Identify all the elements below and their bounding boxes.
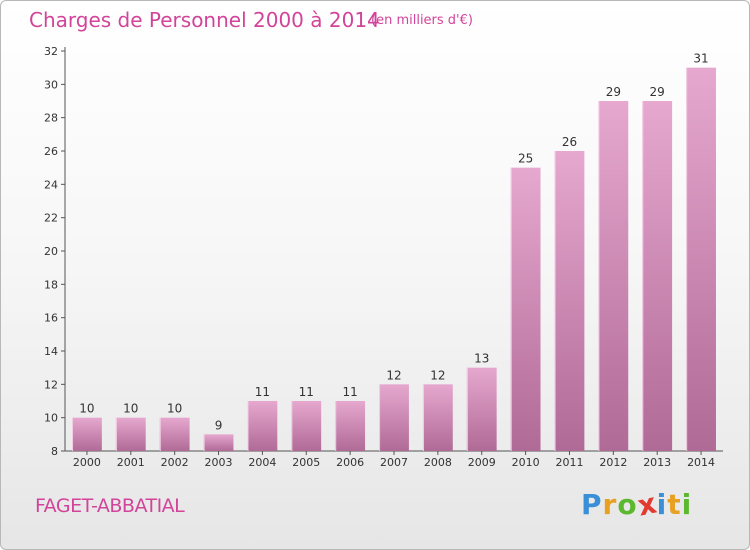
- logo-letter: P: [581, 488, 603, 521]
- y-axis: 8 10 12 14 16 18 20 22 24 26 28 30 32: [44, 45, 66, 458]
- logo-letter: o: [617, 488, 638, 521]
- x-axis: 2000 2001 2002 2003 2004 2005 2006 2007 2008 2009…: [65, 450, 723, 469]
- y-tick-label: 14: [44, 345, 58, 358]
- data-label: 11: [255, 385, 270, 399]
- bar: [72, 417, 102, 451]
- data-label: 9: [215, 418, 223, 432]
- data-label: 11: [299, 385, 314, 399]
- y-tick-label: 28: [44, 112, 58, 125]
- x-tick-label: 2000: [73, 456, 101, 469]
- bar: [686, 67, 716, 452]
- x-tick-label: 2008: [424, 456, 452, 469]
- data-label: 12: [386, 368, 401, 382]
- bar: [115, 417, 146, 451]
- x-tick-label: 2014: [687, 456, 715, 469]
- y-tick-label: 32: [44, 45, 58, 58]
- x-tick-label: 2007: [380, 456, 408, 469]
- data-labels: 10 10 10 9 11 11 11 12 12 13 25 26 29 29 31: [79, 52, 708, 433]
- chart-title: Charges de Personnel 2000 à 2014: [29, 8, 380, 32]
- bar: [159, 417, 190, 451]
- bar: [247, 401, 278, 451]
- data-label: 25: [518, 152, 533, 166]
- bar: [335, 401, 366, 451]
- data-label: 31: [693, 52, 708, 66]
- data-label: 13: [474, 352, 489, 366]
- bar: [379, 384, 409, 451]
- x-tick-label: 2011: [555, 456, 583, 469]
- x-tick-label: 2005: [292, 456, 320, 469]
- x-tick-label: 2006: [336, 456, 364, 469]
- bar: [598, 101, 629, 451]
- data-label: 26: [562, 135, 577, 149]
- bars: [72, 67, 716, 452]
- proxiti-logo: Proxiti: [581, 486, 693, 522]
- data-label: 10: [167, 402, 182, 416]
- y-tick-label: 26: [44, 145, 58, 158]
- commune-name: FAGET-ABBATIAL: [35, 495, 185, 517]
- logo-letter: i: [681, 488, 693, 521]
- bar: [422, 384, 453, 451]
- y-tick-label: 10: [44, 412, 58, 425]
- y-tick-label: 8: [51, 445, 58, 458]
- x-tick-label: 2003: [205, 456, 233, 469]
- x-tick-label: 2001: [117, 456, 145, 469]
- data-label: 10: [79, 402, 94, 416]
- data-label: 12: [430, 368, 445, 382]
- x-tick-label: 2010: [512, 456, 540, 469]
- bar: [466, 367, 497, 451]
- bar: [203, 434, 234, 451]
- y-tick-label: 20: [44, 245, 58, 258]
- data-label: 29: [606, 85, 621, 99]
- x-tick-label: 2012: [599, 456, 627, 469]
- y-tick-label: 16: [44, 312, 58, 325]
- x-tick-label: 2004: [248, 456, 276, 469]
- logo-letter: i: [656, 488, 668, 521]
- data-label: 10: [123, 402, 138, 416]
- x-tick-label: 2009: [468, 456, 496, 469]
- logo-letter: t: [667, 488, 682, 521]
- x-tick-label: 2013: [643, 456, 671, 469]
- y-tick-label: 22: [44, 212, 58, 225]
- bar: [291, 401, 322, 451]
- logo-letter: r: [602, 488, 618, 521]
- x-tick-label: 2002: [161, 456, 189, 469]
- bar: [510, 167, 541, 451]
- y-tick-label: 24: [44, 178, 58, 191]
- chart-subtitle: (en milliers d'€): [371, 13, 473, 28]
- y-tick-label: 30: [44, 78, 58, 91]
- y-tick-label: 12: [44, 378, 58, 391]
- data-label: 29: [650, 85, 665, 99]
- bar: [554, 151, 585, 451]
- data-label: 11: [342, 385, 357, 399]
- y-tick-label: 18: [44, 278, 58, 291]
- bar: [642, 101, 673, 451]
